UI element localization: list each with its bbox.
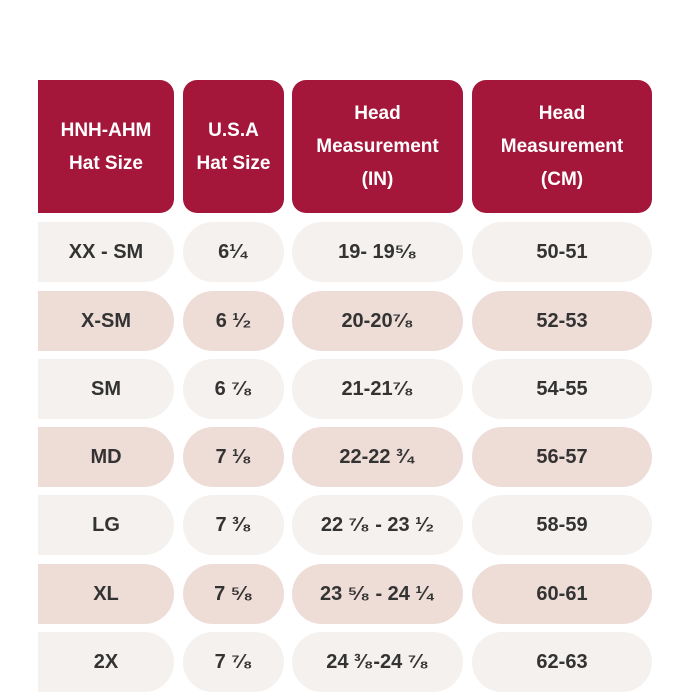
usa-size-cell: 7 ³⁄₈: [183, 495, 284, 555]
hnh-size-cell: LG: [38, 495, 174, 555]
head-cm-cell: 50-51: [472, 222, 652, 282]
usa-size-cell: 6¹⁄₄: [183, 222, 284, 282]
usa-size-cell: 7 ¹⁄₈: [183, 427, 284, 487]
usa-size-cell: 6 ⁷⁄₈: [183, 359, 284, 419]
usa-size-cell: 6 ¹⁄₂: [183, 291, 284, 351]
hnh-size-cell: SM: [38, 359, 174, 419]
hnh-size-cell: MD: [38, 427, 174, 487]
head-cm-cell: 58-59: [472, 495, 652, 555]
head-cm-cell: 54-55: [472, 359, 652, 419]
head-in-cell: 24 ³⁄₈-24 ⁷⁄₈: [292, 632, 463, 692]
head-cm-cell: 56-57: [472, 427, 652, 487]
hnh-size-cell: X-SM: [38, 291, 174, 351]
header-head-measurement-in: Head Measurement (IN): [292, 80, 463, 213]
head-in-cell: 19- 19⁵⁄₈: [292, 222, 463, 282]
hnh-size-cell: XX - SM: [38, 222, 174, 282]
head-cm-cell: 60-61: [472, 564, 652, 624]
hnh-size-cell: XL: [38, 564, 174, 624]
usa-size-cell: 7 ⁵⁄₈: [183, 564, 284, 624]
head-cm-cell: 52-53: [472, 291, 652, 351]
head-in-cell: 22 ⁷⁄₈ - 23 ¹⁄₂: [292, 495, 463, 555]
head-in-cell: 22-22 ³⁄₄: [292, 427, 463, 487]
head-in-cell: 21-21⁷⁄₈: [292, 359, 463, 419]
header-usa-hat-size: U.S.A Hat Size: [183, 80, 284, 213]
hnh-size-cell: 2X: [38, 632, 174, 692]
head-cm-cell: 62-63: [472, 632, 652, 692]
header-head-measurement-cm: Head Measurement (CM): [472, 80, 652, 213]
head-in-cell: 20-20⁷⁄₈: [292, 291, 463, 351]
head-in-cell: 23 ⁵⁄₈ - 24 ¹⁄₄: [292, 564, 463, 624]
header-hnh-ahm-hat-size: HNH-AHM Hat Size: [38, 80, 174, 213]
usa-size-cell: 7 ⁷⁄₈: [183, 632, 284, 692]
